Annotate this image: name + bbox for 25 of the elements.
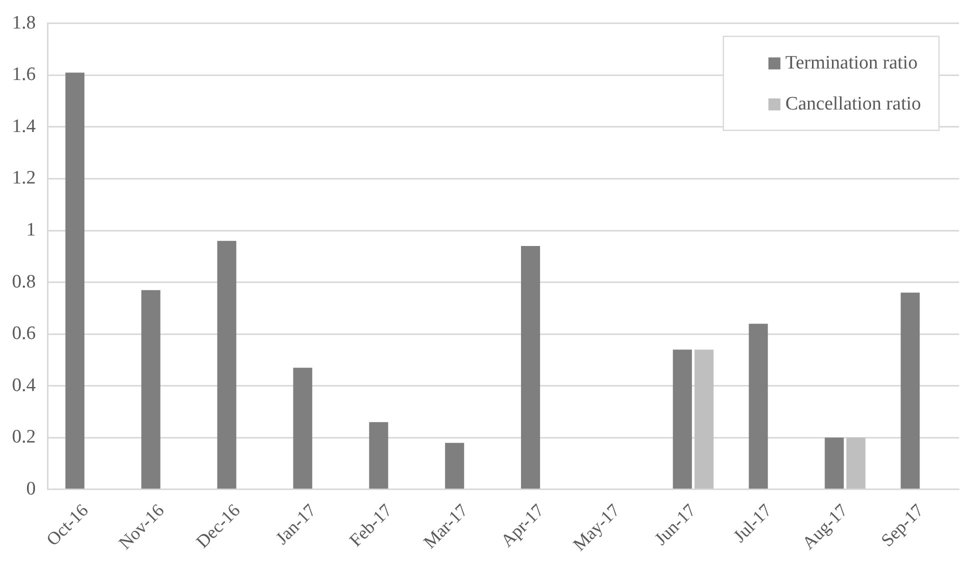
y-tick-label: 0.8 xyxy=(12,271,36,292)
bar xyxy=(846,438,866,489)
bar xyxy=(672,350,692,489)
bar xyxy=(900,292,920,489)
bar xyxy=(141,290,160,489)
bar xyxy=(521,246,540,489)
y-tick-label: 0.2 xyxy=(12,426,36,448)
bar xyxy=(65,72,84,489)
y-tick-label: 0.4 xyxy=(12,374,36,396)
bar xyxy=(748,324,768,489)
bar xyxy=(445,442,464,489)
bar xyxy=(369,422,388,489)
y-tick-label: 1.2 xyxy=(12,168,36,189)
legend-label: Cancellation ratio xyxy=(785,93,922,114)
y-tick-label: 1 xyxy=(26,220,36,241)
bar xyxy=(824,438,844,489)
y-tick-label: 1.8 xyxy=(12,12,36,34)
bar xyxy=(293,368,312,489)
bar xyxy=(694,350,714,489)
y-tick-label: 0 xyxy=(26,478,36,500)
legend-label: Termination ratio xyxy=(785,52,918,74)
y-tick-label: 1.4 xyxy=(12,116,36,137)
y-tick-label: 0.6 xyxy=(12,323,36,344)
y-tick-label: 1.6 xyxy=(12,64,36,86)
bar xyxy=(217,240,236,489)
